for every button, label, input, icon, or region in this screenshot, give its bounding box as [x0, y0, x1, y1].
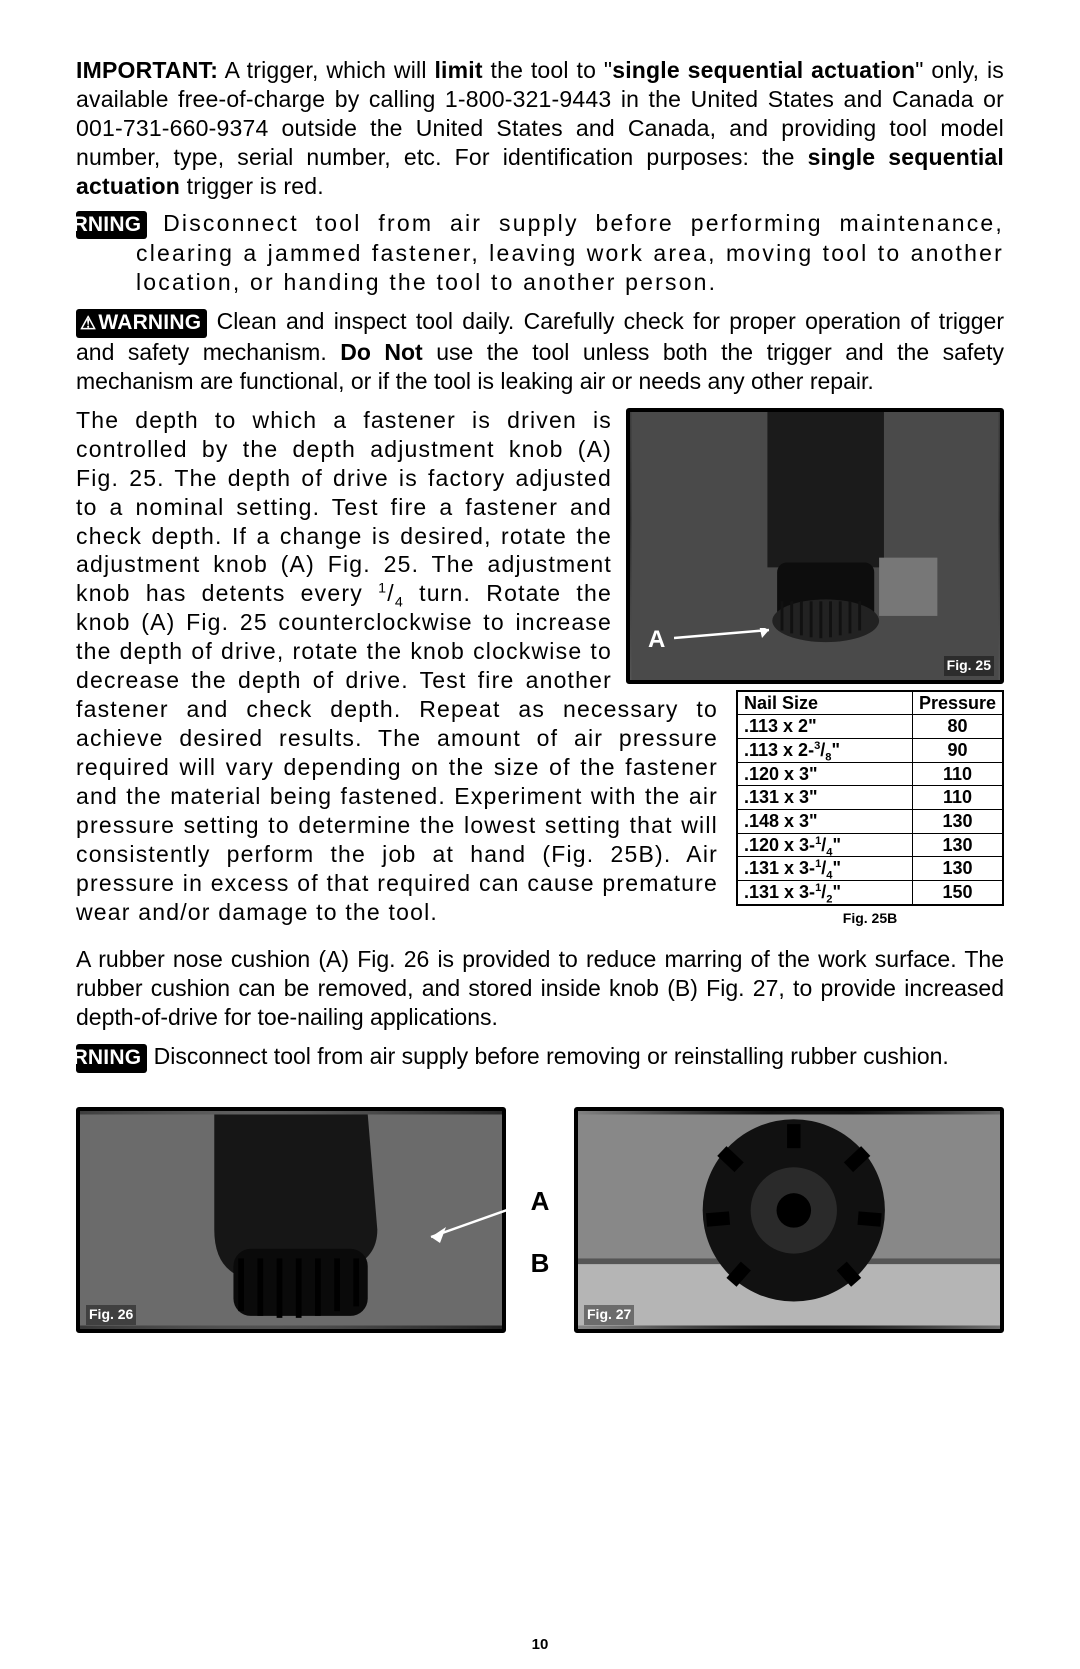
figure-25-caption: Fig. 25	[944, 656, 994, 676]
table-row: .113 x 2-3/8"90	[737, 739, 1003, 763]
table-cell-pressure: 110	[912, 786, 1003, 810]
figure-26-label-a: A	[531, 1185, 550, 1218]
table-row: .113 x 2"80	[737, 715, 1003, 739]
figure-27-label-b: B	[531, 1247, 550, 1280]
depth-section: A Fig. 25 Nail Size Pressure .113 x 2"80…	[76, 406, 1004, 927]
table-cell-nailsize: .120 x 3-1/4"	[737, 833, 912, 857]
warning-3-text: Disconnect tool from air supply before r…	[154, 1043, 949, 1069]
page-number: 10	[0, 1636, 1080, 1655]
warning-3-block: WARNING Disconnect tool from air supply …	[76, 1042, 1004, 1072]
figure-27-drawing	[578, 1111, 1000, 1329]
table-row: .131 x 3-1/4"130	[737, 857, 1003, 881]
figure-25b-caption: Fig. 25B	[736, 910, 1004, 928]
warning-badge-icon: WARNING	[76, 211, 147, 239]
warning-1-block: WARNING Disconnect tool from air supply …	[76, 209, 1004, 297]
bottom-figure-row: Fig. 26 A B	[76, 1107, 1004, 1333]
table-row: .131 x 3-1/2"150	[737, 881, 1003, 905]
table-row: .120 x 3"110	[737, 762, 1003, 786]
figure-27: Fig. 27	[574, 1107, 1004, 1333]
warning-badge-icon: WARNING	[76, 309, 207, 337]
table-cell-pressure: 130	[912, 810, 1003, 834]
table-cell-pressure: 130	[912, 833, 1003, 857]
figure-26-arrow-icon	[416, 1203, 526, 1243]
table-cell-pressure: 80	[912, 715, 1003, 739]
figure-25: A Fig. 25	[626, 408, 1004, 684]
important-label: IMPORTANT:	[76, 57, 218, 83]
pressure-table: Nail Size Pressure .113 x 2"80.113 x 2-3…	[736, 690, 1004, 906]
table-cell-nailsize: .131 x 3"	[737, 786, 912, 810]
warning-1-text: Disconnect tool from air supply before p…	[136, 210, 1004, 295]
cushion-paragraph: A rubber nose cushion (A) Fig. 26 is pro…	[76, 945, 1004, 1032]
figure-27-caption: Fig. 27	[584, 1305, 634, 1325]
table-cell-nailsize: .148 x 3"	[737, 810, 912, 834]
table-cell-pressure: 130	[912, 857, 1003, 881]
table-header-nailsize: Nail Size	[737, 691, 912, 715]
figure-26-caption: Fig. 26	[86, 1305, 136, 1325]
warning-badge-icon: WARNING	[76, 1044, 147, 1072]
table-header-pressure: Pressure	[912, 691, 1003, 715]
figure-25-label-a: A	[648, 625, 665, 655]
table-cell-nailsize: .120 x 3"	[737, 762, 912, 786]
table-cell-nailsize: .131 x 3-1/2"	[737, 881, 912, 905]
table-row: .131 x 3"110	[737, 786, 1003, 810]
table-row: .148 x 3"130	[737, 810, 1003, 834]
table-cell-pressure: 150	[912, 881, 1003, 905]
table-cell-nailsize: .113 x 2-3/8"	[737, 739, 912, 763]
table-cell-pressure: 90	[912, 739, 1003, 763]
table-cell-nailsize: .113 x 2"	[737, 715, 912, 739]
warning-2-block: WARNING Clean and inspect tool daily. Ca…	[76, 307, 1004, 395]
table-cell-pressure: 110	[912, 762, 1003, 786]
pressure-table-wrap: Nail Size Pressure .113 x 2"80.113 x 2-3…	[736, 690, 1004, 928]
figure-25-arrow-icon	[674, 628, 784, 648]
important-paragraph: IMPORTANT: A trigger, which will limit t…	[76, 56, 1004, 201]
table-cell-nailsize: .131 x 3-1/4"	[737, 857, 912, 881]
table-row: .120 x 3-1/4"130	[737, 833, 1003, 857]
